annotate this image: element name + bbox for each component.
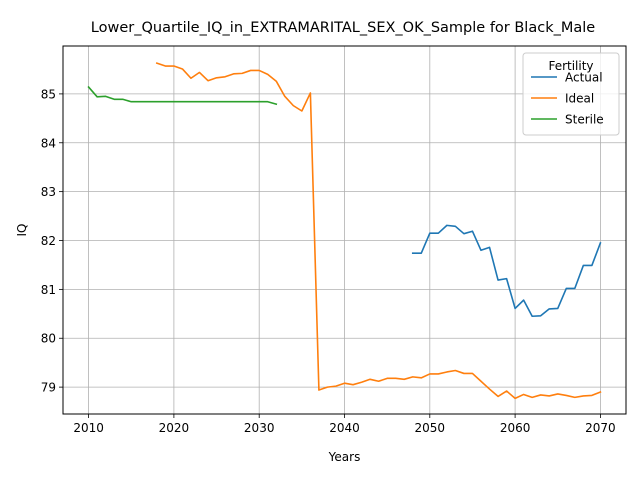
grid [63, 46, 626, 414]
legend-title: Fertility [548, 59, 593, 73]
x-tick-label: 2060 [500, 421, 531, 435]
legend-label-actual: Actual [565, 71, 603, 85]
y-tick-label: 80 [41, 332, 56, 346]
x-tick-label: 2070 [585, 421, 616, 435]
y-axis-ticks: 79 80 81 82 83 84 85 [41, 87, 63, 395]
series-line-actual [411, 224, 602, 318]
legend-box [522, 52, 620, 136]
series-line-sterile [87, 85, 278, 106]
legend: Fertility Actual Ideal Sterile [522, 52, 620, 136]
y-tick-label: 82 [41, 234, 56, 248]
x-tick-label: 2040 [329, 421, 360, 435]
series-line-ideal [155, 62, 602, 400]
legend-entries: Actual Ideal Sterile [531, 71, 604, 127]
y-tick-label: 81 [41, 283, 56, 297]
y-tick-label: 85 [41, 87, 56, 101]
legend-label-sterile: Sterile [565, 113, 604, 127]
legend-label-ideal: Ideal [565, 92, 594, 106]
x-tick-label: 2050 [415, 421, 446, 435]
y-tick-label: 84 [41, 136, 56, 150]
x-tick-label: 2030 [244, 421, 275, 435]
y-tick-label: 79 [41, 381, 56, 395]
y-axis-label: IQ [15, 224, 29, 237]
x-tick-label: 2020 [159, 421, 190, 435]
series-lines [87, 62, 602, 400]
x-tick-label: 2010 [73, 421, 104, 435]
x-axis-ticks: 2010 2020 2030 2040 2050 2060 2070 [73, 414, 616, 435]
x-axis-label: Years [328, 450, 361, 464]
y-tick-label: 83 [41, 185, 56, 199]
chart-title: Lower_Quartile_IQ_in_EXTRAMARITAL_SEX_OK… [91, 20, 595, 36]
